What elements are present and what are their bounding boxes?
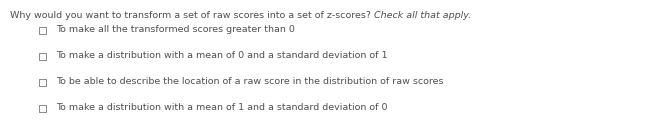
Text: Check all that apply.: Check all that apply. (374, 11, 471, 20)
Text: To make all the transformed scores greater than 0: To make all the transformed scores great… (56, 25, 295, 34)
Text: To make a distribution with a mean of 1 and a standard deviation of 0: To make a distribution with a mean of 1 … (56, 104, 387, 112)
Text: To be able to describe the location of a raw score in the distribution of raw sc: To be able to describe the location of a… (56, 78, 444, 86)
Text: To make a distribution with a mean of 0 and a standard deviation of 1: To make a distribution with a mean of 0 … (56, 52, 387, 60)
Text: Why would you want to transform a set of raw scores into a set of z-scores?: Why would you want to transform a set of… (10, 11, 374, 20)
